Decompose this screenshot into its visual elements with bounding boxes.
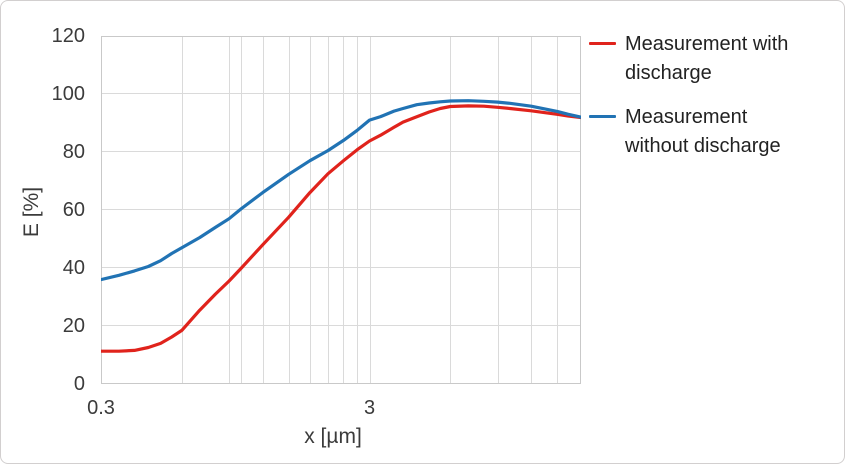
series-line-with-discharge bbox=[101, 104, 581, 353]
legend-label-line: Measurement bbox=[625, 106, 748, 128]
x-tick-label: 0.3 bbox=[87, 397, 115, 419]
legend-marker-with-discharge bbox=[589, 42, 616, 45]
plot-border bbox=[101, 36, 581, 384]
y-tick-label: 100 bbox=[51, 82, 85, 105]
y-tick-label: 80 bbox=[62, 140, 85, 163]
legend-label-line: without discharge bbox=[625, 135, 781, 157]
legend-label-line: Measurement with bbox=[625, 33, 789, 55]
y-tick-label: 20 bbox=[62, 314, 85, 337]
y-tick-label: 120 bbox=[51, 24, 85, 47]
x-tick-label: 3 bbox=[363, 397, 376, 419]
legend-item-with-discharge: Measurement with discharge bbox=[586, 30, 844, 100]
x-axis-title: x [µm] bbox=[304, 425, 362, 448]
legend: Measurement with discharge Measurement w… bbox=[586, 1, 844, 463]
plot-area bbox=[101, 36, 581, 384]
legend-label-line: discharge bbox=[625, 62, 712, 84]
legend-item-without-discharge: Measurement without discharge bbox=[586, 103, 844, 173]
y-tick-label: 60 bbox=[62, 198, 85, 221]
legend-marker-without-discharge bbox=[589, 115, 616, 118]
series-line-without-discharge bbox=[101, 99, 581, 282]
y-tick-label: 40 bbox=[62, 256, 85, 279]
y-tick-label: 0 bbox=[73, 372, 85, 395]
